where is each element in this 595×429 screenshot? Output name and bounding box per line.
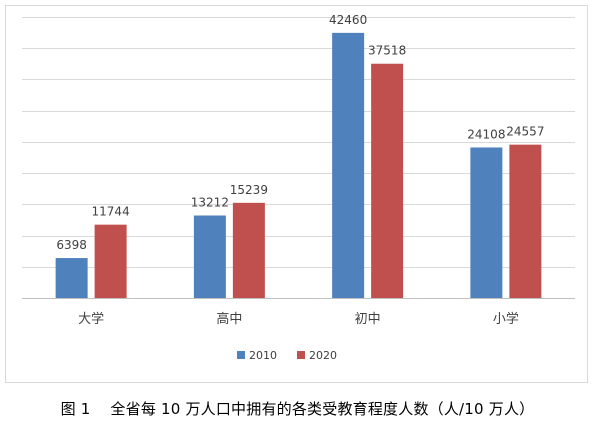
- data-label: 13212: [191, 195, 229, 209]
- bar-2020-1: [232, 202, 265, 298]
- data-label: 6398: [56, 238, 87, 252]
- bar-2010-0: [55, 258, 88, 298]
- bar-2010-3: [470, 147, 503, 298]
- bar-2010-2: [332, 32, 365, 298]
- data-label: 11744: [92, 205, 130, 219]
- data-label: 37518: [368, 44, 406, 58]
- legend-label: 2020: [309, 349, 337, 362]
- figure-caption: 图 1 全省每 10 万人口中拥有的各类受教育程度人数（人/10 万人）: [60, 400, 535, 418]
- data-label: 24108: [467, 127, 505, 141]
- x-tick-label: 初中: [355, 312, 381, 327]
- x-tick-label: 高中: [216, 311, 242, 327]
- bar-2020-3: [509, 144, 542, 298]
- bar-2010-1: [193, 215, 226, 298]
- legend-label: 2010: [249, 349, 277, 362]
- x-tick-label: 小学: [493, 311, 519, 327]
- bar-2020-2: [371, 63, 404, 298]
- x-tick-label: 大学: [78, 311, 104, 327]
- data-label: 15239: [230, 183, 268, 197]
- legend-swatch: [237, 351, 245, 359]
- data-label: 24557: [506, 125, 544, 139]
- legend-swatch: [297, 351, 305, 359]
- bar-2020-0: [94, 224, 127, 298]
- data-label: 42460: [329, 13, 367, 27]
